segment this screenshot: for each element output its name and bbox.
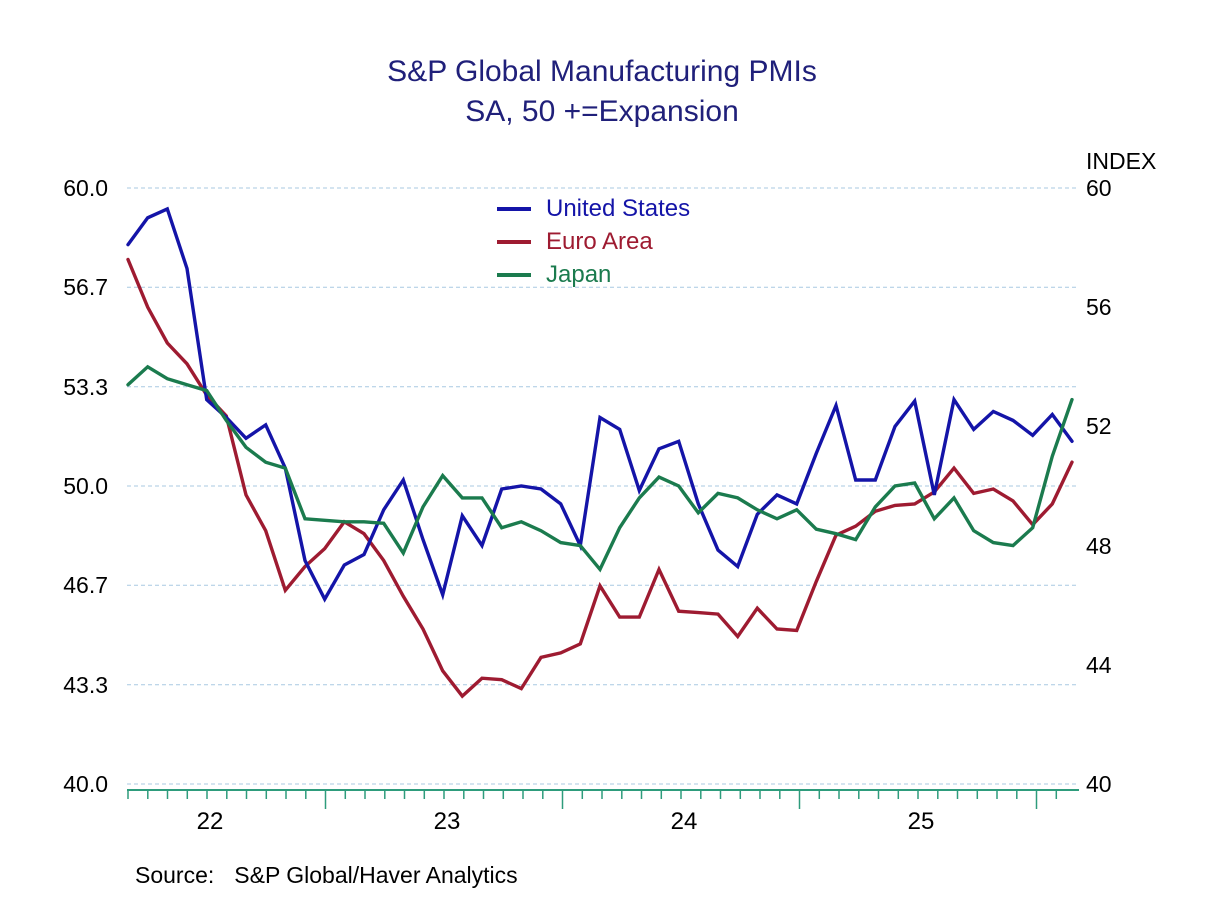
y-axis-label-left-60: 60.0 xyxy=(63,175,108,201)
legend-item-united-states: United States xyxy=(497,192,690,225)
legend-swatch-euro-area-icon xyxy=(497,239,531,244)
x-axis-label-25: 25 xyxy=(907,808,935,835)
y-axis-label-left-46-7: 46.7 xyxy=(63,572,108,599)
legend-swatch-japan-icon xyxy=(497,272,531,277)
series-line-euro-area xyxy=(126,257,1074,699)
y-axis-label-right-44: 44 xyxy=(1086,651,1112,678)
chart-title: S&P Global Manufacturing PMIs xyxy=(387,55,817,88)
source-line: Source: S&P Global/Haver Analytics xyxy=(135,862,518,889)
source-prefix: Source: xyxy=(135,862,215,888)
legend-label-euro-area: Euro Area xyxy=(546,227,653,255)
y-axis-label-right-56: 56 xyxy=(1086,294,1112,321)
y-axis-label-left-43-3: 43.3 xyxy=(63,671,108,698)
y-axis-label-left-40: 40.0 xyxy=(63,771,108,797)
x-axis-label-24: 24 xyxy=(670,808,698,835)
legend-item-euro-area: Euro Area xyxy=(497,225,690,258)
legend-item-japan: Japan xyxy=(497,258,690,291)
y-axis-label-right-60: 60 xyxy=(1086,175,1112,201)
right-axis-title: INDEX xyxy=(1086,148,1157,174)
y-axis-label-left-56-7: 56.7 xyxy=(63,274,108,301)
y-axis-label-right-52: 52 xyxy=(1086,413,1112,440)
y-axis-label-left-50: 50.0 xyxy=(63,473,108,499)
legend-swatch-united-states-icon xyxy=(497,206,531,211)
y-axis-label-right-40: 40 xyxy=(1086,771,1112,797)
legend-label-united-states: United States xyxy=(546,194,691,222)
x-axis-label-23: 23 xyxy=(433,808,461,835)
legend: United States Euro Area Japan xyxy=(497,192,690,291)
y-axis-label-right-48: 48 xyxy=(1086,532,1112,559)
series-line-japan xyxy=(126,364,1074,573)
chart-subtitle: SA, 50 +=Expansion xyxy=(465,95,739,128)
legend-label-japan: Japan xyxy=(546,260,612,288)
x-axis-label-22: 22 xyxy=(196,808,224,835)
source-text: S&P Global/Haver Analytics xyxy=(234,862,518,888)
y-axis-label-left-53-3: 53.3 xyxy=(63,373,108,400)
